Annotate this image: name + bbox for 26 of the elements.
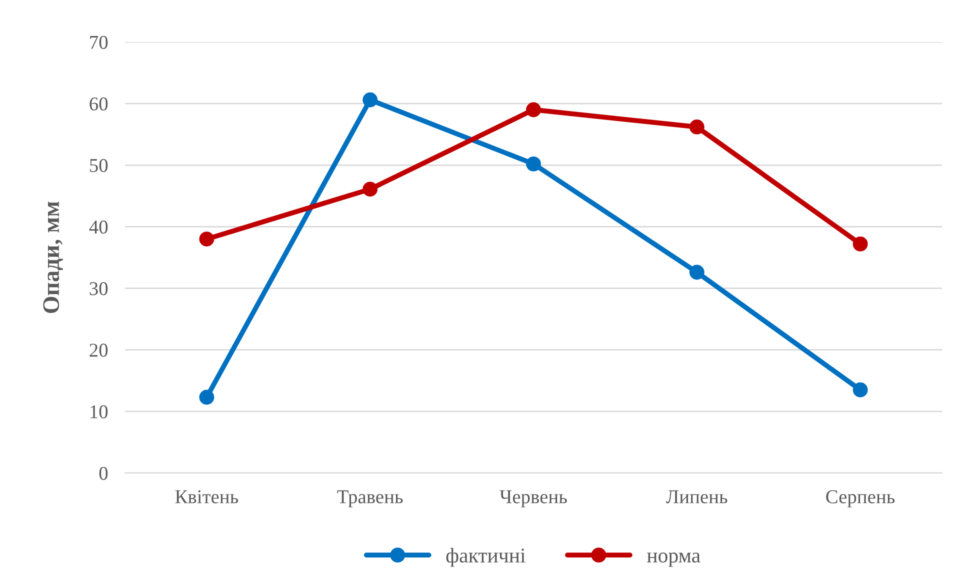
point (199, 390, 214, 405)
point (526, 156, 541, 172)
point (689, 264, 704, 280)
point (362, 92, 378, 108)
point (526, 102, 541, 118)
y-tick-label: 40 (89, 220, 108, 234)
point (689, 120, 704, 134)
point (852, 236, 868, 252)
y-tick-label: 70 (90, 36, 108, 49)
y-tick-label: 0 (99, 466, 108, 480)
point (362, 182, 378, 197)
legend-label: норма (647, 552, 700, 567)
y-tick-label: 50 (90, 158, 108, 172)
x-tick-label: Червень (500, 490, 567, 508)
x-tick-label: Травень (337, 490, 403, 508)
point (852, 382, 868, 398)
y-tick-label: 10 (90, 405, 108, 418)
y-tick-label: 30 (90, 282, 108, 296)
x-tick-label: Серпень (826, 490, 895, 508)
legend-label: фактичні (446, 548, 526, 567)
x-tick-label: Квітень (175, 490, 238, 504)
point (199, 232, 214, 246)
y-axis-title: Опади, мм (43, 202, 63, 313)
y-tick-label: 60 (90, 97, 108, 111)
y-tick-label: 20 (90, 344, 108, 357)
x-tick-label: Липень (666, 490, 728, 504)
